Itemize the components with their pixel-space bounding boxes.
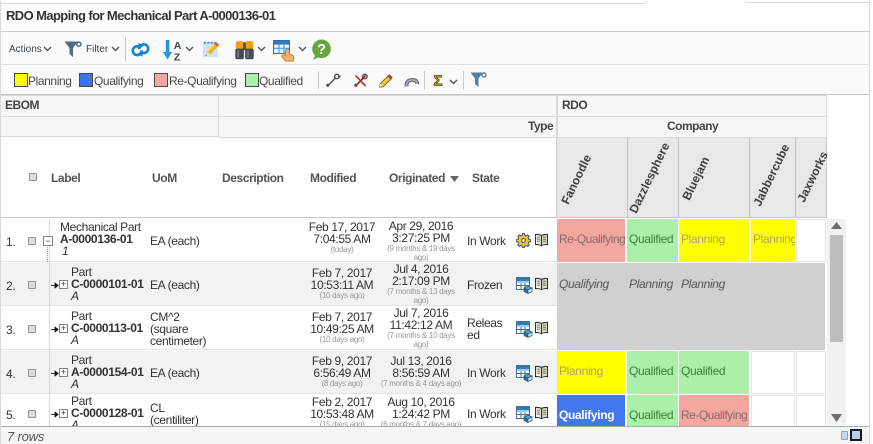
- svg-text:Σ: Σ: [434, 73, 443, 90]
- svg-text:Z: Z: [174, 52, 181, 62]
- svg-text:A: A: [174, 40, 182, 52]
- svg-text:?: ?: [317, 42, 326, 58]
